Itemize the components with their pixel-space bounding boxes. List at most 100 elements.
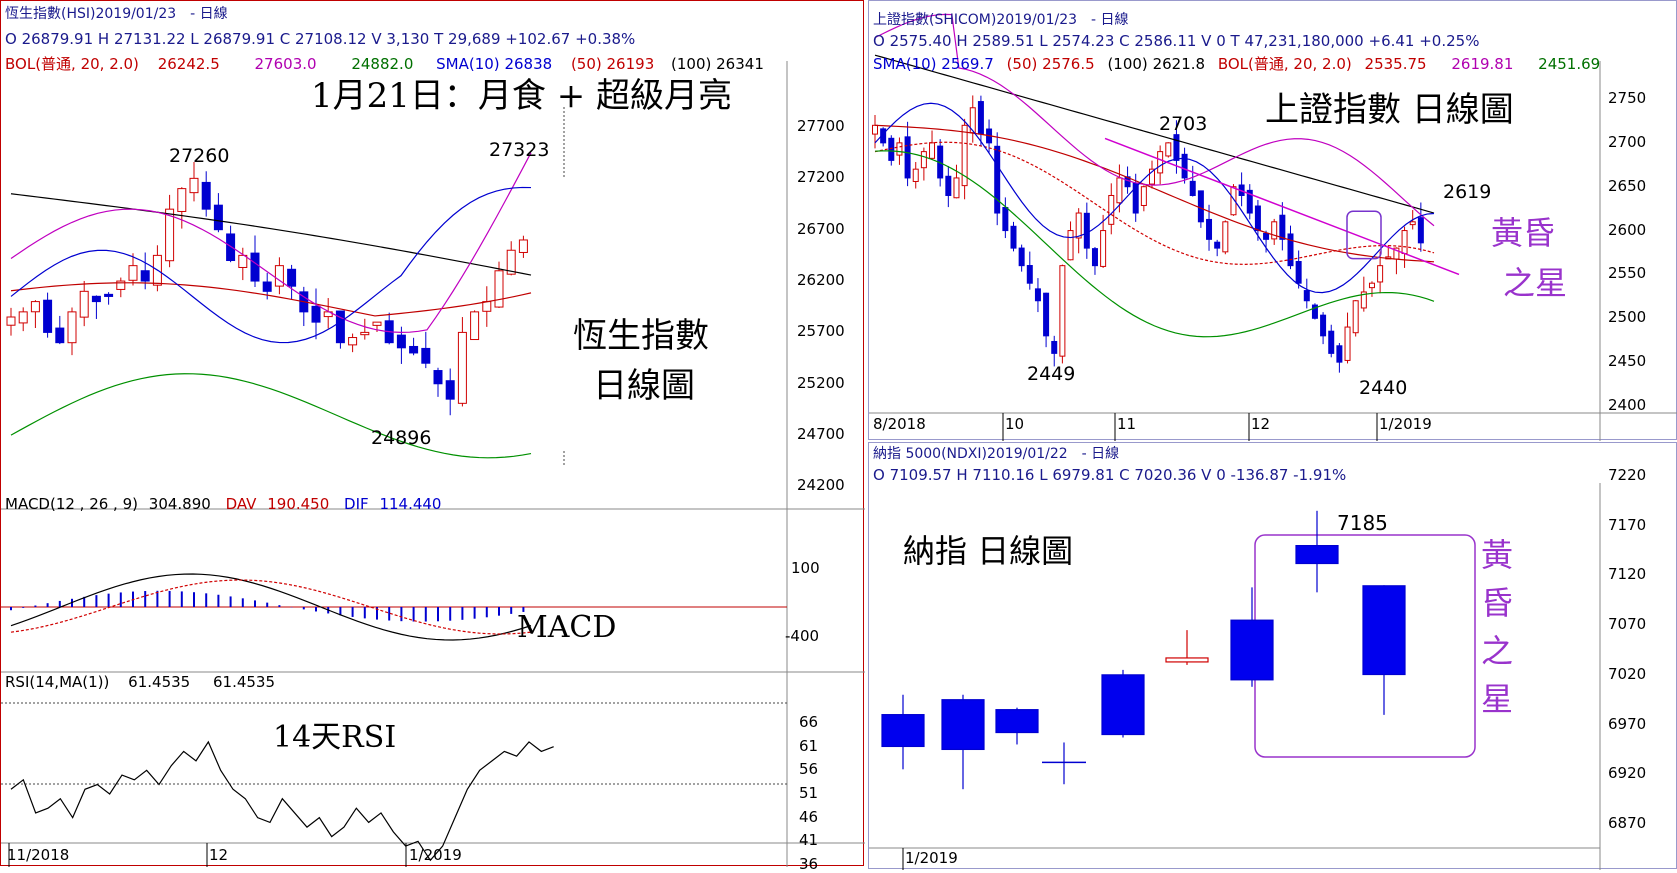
- hsi-candle-body: [518, 239, 528, 253]
- sh-bol-upper-line: [874, 13, 1435, 227]
- sh-candle-body: [1165, 142, 1172, 157]
- hsi-ma50-line: [10, 282, 532, 317]
- sh-sma50: 2576.5: [1042, 55, 1095, 73]
- ndx-chart-svg: [869, 483, 1601, 870]
- sh-candle-body: [977, 101, 984, 135]
- sh-date-aug: 8/2018: [873, 415, 926, 433]
- sh-candle-body: [1051, 340, 1058, 354]
- hsi-candle-body: [433, 370, 443, 385]
- rsi-tick-4: 46: [799, 807, 819, 826]
- dif-value: 114.440: [379, 495, 442, 513]
- hsi-headline: 1月21日：月食 + 超級月亮: [311, 76, 732, 116]
- sh-candle-body: [1002, 206, 1009, 232]
- sh-candle-body: [1206, 218, 1213, 240]
- sh-date-jan: 1/2019: [1379, 415, 1432, 433]
- sh-title: 上證指數(SHICOM)2019/01/23 - 日線: [873, 12, 1129, 28]
- hsi-bol-up: 27603.0: [254, 55, 317, 73]
- sh-candle-body: [1189, 180, 1196, 196]
- hsi-ohlc: O 26879.91 H 27131.22 L 26879.91 C 27108…: [5, 30, 636, 48]
- sh-sma10: 2569.7: [941, 55, 994, 73]
- sh-annot-2619: 2619: [1443, 181, 1492, 203]
- hsi-date-nov: 11/2018: [7, 846, 70, 864]
- ndx-star-char-1: 黃: [1481, 536, 1514, 574]
- hsi-candle-body: [104, 293, 114, 297]
- sh-candle-body: [945, 175, 952, 196]
- hsi-price-tick-3: 26200: [797, 271, 845, 290]
- dif-label: DIF: [344, 495, 369, 513]
- sh-ohlc: O 2575.40 H 2589.51 L 2574.23 C 2586.11 …: [873, 32, 1480, 50]
- sh-candle-body: [1295, 261, 1302, 284]
- sh-candle-body: [1034, 288, 1041, 302]
- rsi-tick-2: 56: [799, 760, 819, 779]
- sh-candle-body: [1360, 291, 1367, 309]
- sh-candle-body: [1352, 300, 1359, 334]
- hsi-candle-body: [67, 311, 77, 344]
- hsi-candle-body: [226, 233, 236, 262]
- sh-candle-body: [1181, 153, 1188, 179]
- hsi-sma100-label: (100): [671, 55, 712, 73]
- sh-annot-2449: 2449: [1027, 363, 1076, 385]
- sh-candle-body: [1075, 212, 1082, 239]
- sh-candle-body: [1328, 330, 1335, 354]
- sh-bol-up: 2619.81: [1451, 55, 1514, 73]
- ndx-price-tick-4: 7020: [1608, 664, 1647, 683]
- hsi-candle-body: [360, 331, 370, 336]
- sh-ma20-line: [874, 141, 1435, 265]
- sh-candle-body: [1263, 232, 1270, 240]
- sh-candle-body: [1279, 214, 1286, 240]
- shcomp-panel: 上證指數(SHICOM)2019/01/23 - 日線 O 2575.40 H …: [868, 0, 1677, 441]
- sh-candle-body: [1287, 233, 1294, 267]
- hsi-date-jan: 1/2019: [409, 846, 462, 864]
- hsi-candle-body: [409, 345, 419, 354]
- sh-candle-body: [912, 168, 919, 182]
- hsi-bol-low: 24882.0: [351, 55, 414, 73]
- ndx-panel: 納指 5000(NDXI)2019/01/22 - 日線 O 7109.57 H…: [868, 442, 1677, 870]
- rsi-tick-6: 36: [799, 855, 819, 873]
- sh-candle-body: [1336, 345, 1343, 363]
- ndx-price-tick-6: 6920: [1608, 764, 1647, 783]
- hsi-price-tick-1: 27200: [797, 168, 845, 187]
- rsi-header: RSI(14,MA(1)): [5, 673, 110, 691]
- macd-value: 304.890: [148, 495, 211, 513]
- sh-sma100-label: (100): [1107, 55, 1148, 73]
- sh-candle-body: [1254, 205, 1261, 232]
- hsi-candle-body: [482, 301, 492, 312]
- sh-sma100: 2621.8: [1152, 55, 1206, 73]
- sh-candle-body: [920, 151, 927, 169]
- sh-candle-body: [1100, 230, 1107, 267]
- ndx-ohlc: O 7109.57 H 7110.16 L 6979.81 C 7020.36 …: [873, 466, 1347, 484]
- hsi-price-tick-6: 24700: [797, 425, 845, 444]
- sh-candle-body: [1067, 230, 1074, 261]
- rsi-v1: 61.4535: [128, 673, 191, 691]
- macd-tick-400: -400: [785, 627, 820, 645]
- hsi-candle-body: [311, 305, 321, 323]
- sh-candle-body: [1149, 168, 1155, 185]
- sh-candle-body: [1157, 151, 1164, 174]
- hsi-price-tick-2: 26700: [797, 219, 845, 238]
- hsi-date-dec: 12: [209, 846, 229, 864]
- sh-annot-2440: 2440: [1359, 377, 1408, 399]
- sh-price-tick-6: 2450: [1608, 352, 1647, 371]
- hsi-candle-body: [372, 321, 382, 326]
- hsi-sma50-label: (50): [570, 55, 602, 73]
- sh-bol-low: 2451.69: [1538, 55, 1601, 73]
- hsi-candle-body: [457, 331, 467, 404]
- hsi-bol-label: BOL(普通, 20, 2.0): [5, 55, 139, 73]
- sh-candle-body: [1108, 194, 1115, 225]
- hsi-candle-body: [250, 252, 260, 282]
- hsi-price-tick-7: 24200: [797, 476, 845, 495]
- hsi-candle-body: [18, 311, 28, 324]
- shcomp-chart-svg: [869, 13, 1677, 441]
- ndx-price-tick-0: 7220: [1608, 466, 1647, 484]
- hsi-annot-24896: 24896: [371, 427, 432, 449]
- rsi-header-row: RSI(14,MA(1)) 61.4535 61.4535: [5, 675, 275, 690]
- sh-candle-body: [896, 142, 903, 156]
- sh-candle-body: [1401, 230, 1408, 255]
- hsi-bol-mid: 26242.5: [157, 55, 220, 73]
- sh-headline: 上證指數 日線圖: [1265, 90, 1514, 130]
- ndx-candle-body: [1295, 544, 1339, 565]
- sh-candle-body: [1197, 190, 1204, 223]
- rsi-tick-5: 41: [799, 831, 819, 850]
- sh-candle-body: [1417, 217, 1424, 244]
- sh-candle-body: [1018, 247, 1025, 267]
